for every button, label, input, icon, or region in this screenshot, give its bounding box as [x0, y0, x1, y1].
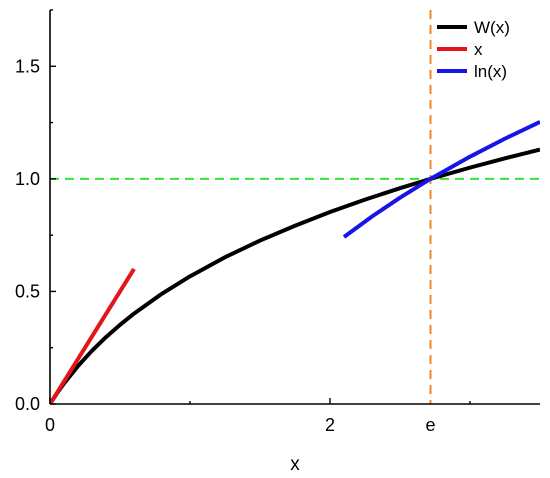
- legend-label: ln(x): [474, 62, 507, 81]
- axes: [49, 9, 540, 405]
- y-tick-label: 1.5: [15, 56, 40, 76]
- y-tick-labels: 0.0 0.5 1.0 1.5: [15, 56, 40, 414]
- x-tick-label: 0: [45, 415, 55, 435]
- series-lines: [50, 120, 540, 404]
- legend: W(x) x ln(x): [437, 18, 510, 81]
- reference-lines: [50, 10, 540, 404]
- legend-label: x: [474, 40, 483, 59]
- series-line-1: [50, 267, 136, 404]
- x-tick-labels: 0 2 e: [45, 415, 436, 435]
- x-tick-label: e: [426, 415, 436, 435]
- x-tick-label: 2: [325, 415, 335, 435]
- series-line-2: [342, 120, 540, 239]
- y-tick-label: 0.0: [15, 394, 40, 414]
- x-axis-label: x: [290, 454, 300, 475]
- y-tick-label: 0.5: [15, 281, 40, 301]
- y-tick-label: 1.0: [15, 169, 40, 189]
- series-line-0: [50, 147, 540, 404]
- legend-label: W(x): [474, 18, 510, 37]
